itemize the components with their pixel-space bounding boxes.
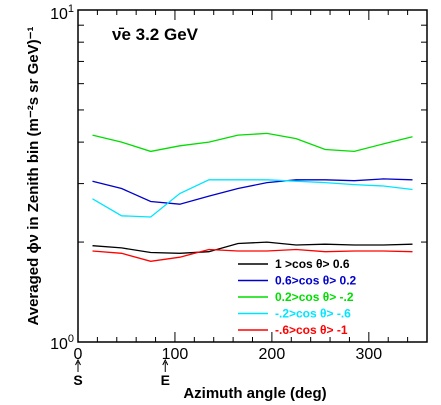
- direction-arrow-head: [75, 358, 81, 366]
- legend-entry: -.2>cos θ> -.6: [275, 307, 351, 321]
- y-axis-ticks: [78, 9, 427, 343]
- legend-entry: 1 >cos θ> 0.6: [275, 257, 350, 271]
- series-line-2: [92, 178, 413, 205]
- legend-entry: -.6>cos θ> -1: [275, 323, 348, 337]
- legend-entry: 0.2>cos θ> -.2: [275, 290, 354, 304]
- x-axis-ticks: [77, 10, 428, 342]
- series-lines: [92, 132, 413, 262]
- y-tick-label-bottom: 100: [50, 333, 74, 353]
- x-tick-label: 300: [355, 346, 382, 363]
- direction-arrow-head: [162, 358, 169, 366]
- plot-frame: [77, 9, 428, 343]
- y-axis-label: Averaged ϕν in Zenith bin (m⁻²s sr GeV)⁻…: [25, 26, 42, 325]
- x-tick-labels: 0 100 200 300: [74, 346, 383, 363]
- legend: 1 >cos θ> 0.6 0.6>cos θ> 0.2 0.2>cos θ> -.…: [238, 257, 357, 337]
- legend-entry: 0.6>cos θ> 0.2: [275, 274, 357, 288]
- x-axis-label: Azimuth angle (deg): [183, 385, 326, 402]
- x-tick-label: 0: [74, 346, 83, 363]
- y-tick-label-top: 101: [50, 3, 74, 23]
- series-line-4: [92, 179, 413, 218]
- x-tick-label: 100: [162, 346, 189, 363]
- x-tick-label: 200: [259, 346, 286, 363]
- direction-label: S: [73, 372, 82, 388]
- series-line-3: [92, 132, 413, 153]
- direction-label: E: [161, 372, 170, 388]
- series-line-1: [92, 241, 413, 254]
- chart-title: ν̄e 3.2 GeV: [112, 25, 199, 44]
- series-line-5: [92, 248, 413, 262]
